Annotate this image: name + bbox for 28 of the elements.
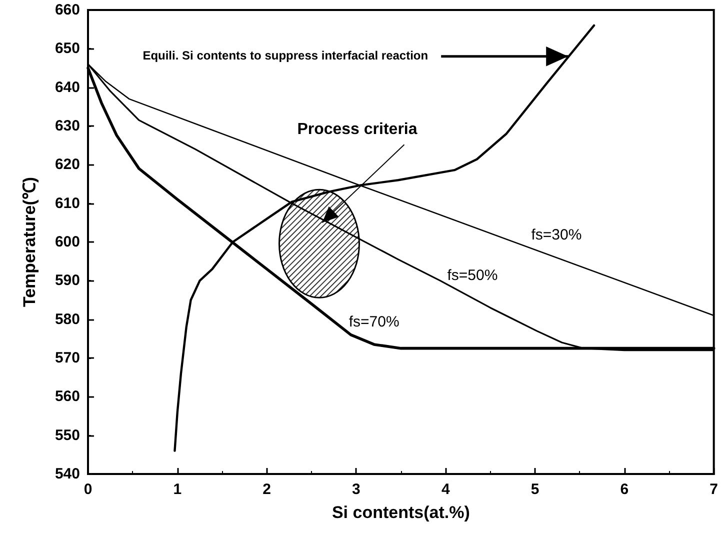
annotation: Process criteria	[297, 120, 418, 138]
annotation: Equili. Si contents to suppress interfacial reaction	[142, 48, 428, 63]
x-axis-title: Si contents(at.%)	[332, 503, 470, 522]
y-tick-label: 630	[54, 118, 80, 134]
y-tick-label: 550	[54, 426, 80, 444]
x-tick-label: 6	[620, 481, 629, 498]
x-tick-label: 7	[710, 481, 718, 498]
y-tick-label: 620	[54, 156, 80, 174]
x-tick-label: 5	[530, 481, 540, 498]
y-tick-label: 590	[54, 272, 80, 290]
y-tick-label: 610	[54, 194, 80, 212]
x-tick-label: 2	[262, 481, 271, 498]
series-label: fs=30%	[531, 226, 582, 244]
x-tick-label: 1	[173, 481, 182, 498]
x-tick-label: 4	[441, 481, 450, 498]
y-tick-label: 540	[54, 466, 80, 482]
y-tick-label: 560	[54, 388, 80, 406]
y-tick-label: 640	[54, 78, 80, 96]
y-tick-label: 580	[54, 310, 80, 328]
y-axis-title: Temperature(℃)	[20, 176, 39, 308]
x-tick-label: 0	[84, 481, 92, 498]
series-label: fs=70%	[348, 313, 400, 330]
y-tick-label: 650	[54, 40, 80, 58]
y-tick-label: 660	[54, 2, 80, 18]
y-tick-label: 600	[54, 234, 80, 250]
y-tick-label: 570	[54, 350, 80, 366]
series-label: fs=50%	[447, 267, 498, 284]
x-tick-label: 3	[352, 481, 360, 498]
